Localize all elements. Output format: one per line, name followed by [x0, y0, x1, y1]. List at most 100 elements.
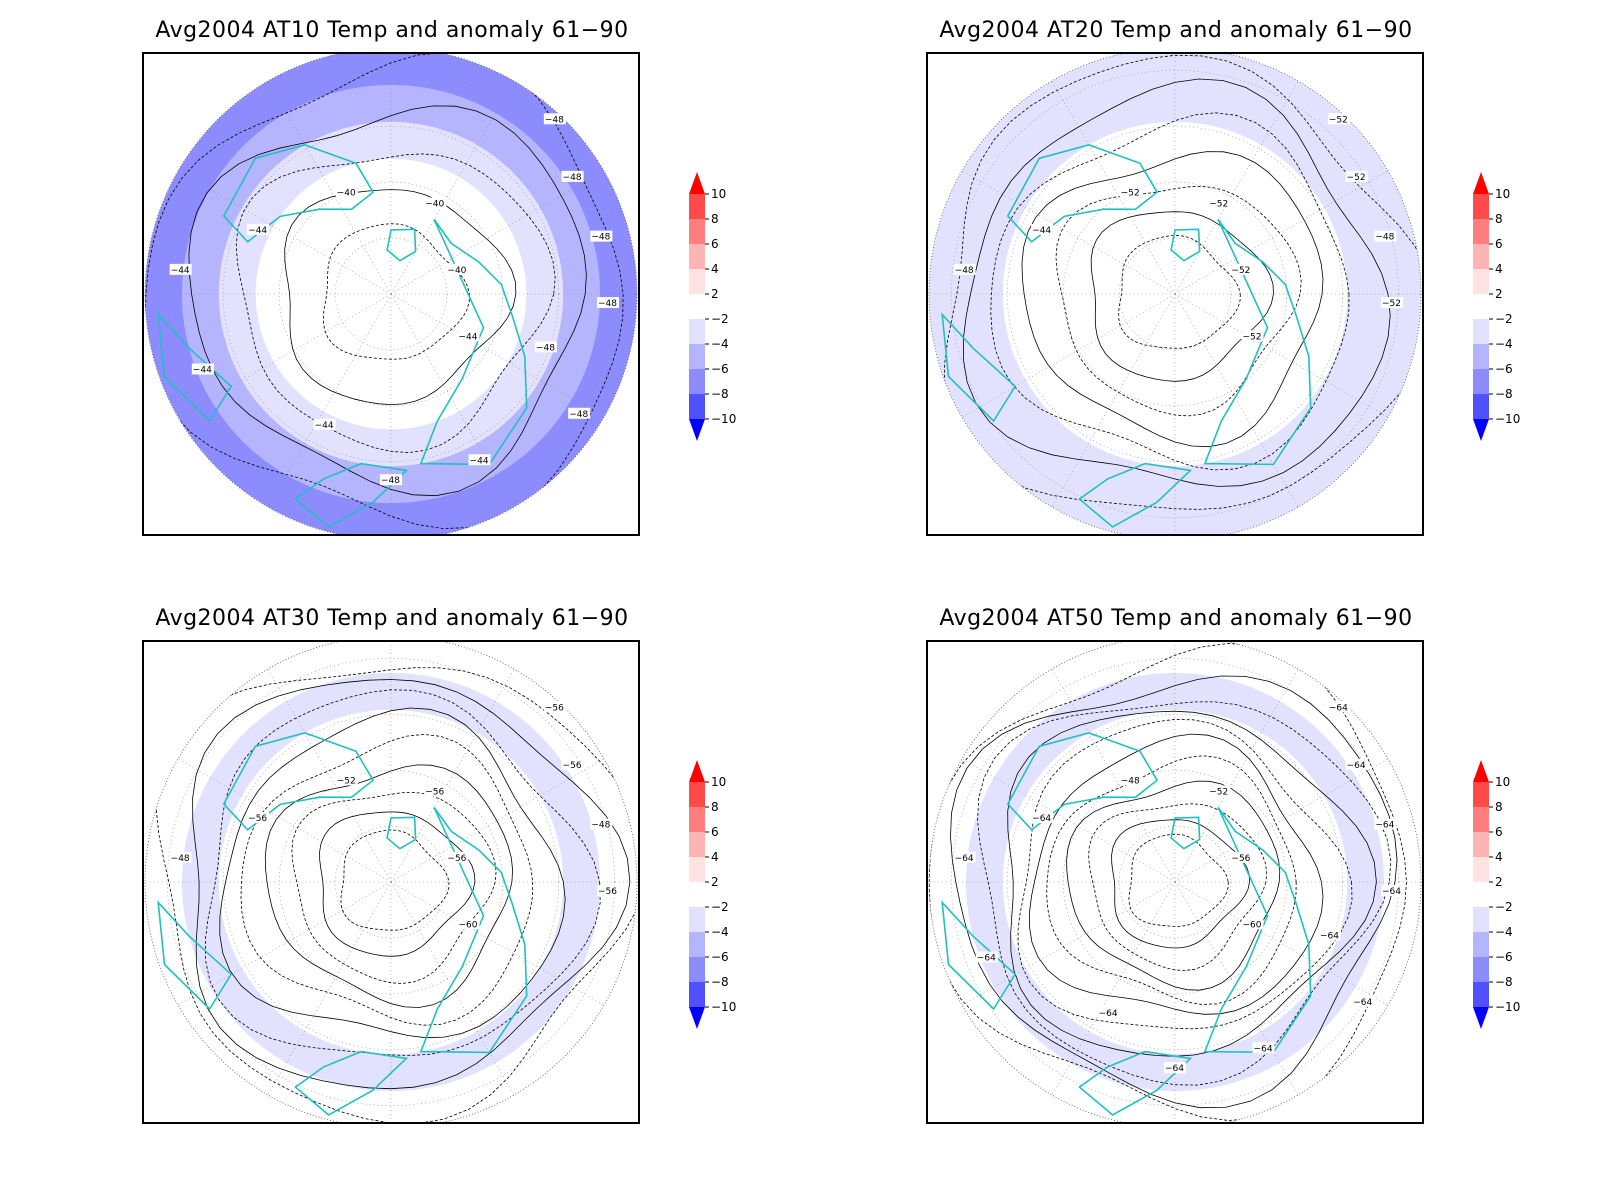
contour-label-bg — [596, 297, 619, 309]
contour-label-bg — [1230, 851, 1253, 863]
colorbar-swatch — [689, 244, 705, 269]
panel-title: Avg2004 AT20 Temp and anomaly 61−90 — [939, 18, 1413, 43]
colorbar-min-arrow — [1473, 1007, 1489, 1029]
contour-label: −60 — [458, 920, 477, 930]
contour-label-bg — [1352, 995, 1375, 1007]
longitude-gridline — [390, 881, 605, 1006]
contour-label: −64 — [1099, 1009, 1118, 1019]
colorbar-tick-label: 6 — [1495, 237, 1503, 251]
latitude-gridline — [1006, 125, 1344, 463]
longitude-gridline — [177, 293, 392, 418]
coastline — [1170, 816, 1201, 850]
contour-label: −56 — [563, 761, 582, 771]
temperature-contour — [319, 811, 476, 957]
colorbar-tick-label: 2 — [1495, 287, 1503, 301]
colorbar-swatch — [689, 394, 705, 419]
colorbar-min-arrow — [1473, 419, 1489, 441]
contour-label-bg — [953, 851, 976, 863]
latitude-gridline — [167, 70, 615, 518]
contour-label-bg — [1252, 1042, 1275, 1054]
contour-label: −48 — [1375, 233, 1394, 243]
colorbar-swatch — [689, 807, 705, 832]
colorbar-swatch — [1473, 294, 1489, 319]
colorbar-tick-label: −8 — [1495, 387, 1513, 401]
contour-label-bg — [380, 474, 402, 486]
coastline — [1006, 144, 1159, 243]
colorbar-tick-label: −6 — [711, 362, 729, 376]
contour-label-bg — [457, 330, 480, 342]
panel-at30: Avg2004 AT30 Temp and anomaly 61−90 −56 −… — [0, 588, 800, 1188]
longitude-gridline — [177, 758, 392, 883]
colorbar-tick-label: 4 — [1495, 850, 1503, 864]
contour-label: −56 — [1231, 854, 1250, 864]
latitude-gridline — [334, 825, 448, 939]
colorbar-tick-label: −4 — [711, 925, 729, 939]
temperature-contour — [990, 112, 1350, 471]
contour-label-bg — [457, 918, 480, 930]
colorbar: 10 8 6 4 2 −2 −4 −6 −8 −10 — [689, 760, 736, 1029]
contour-label: −48 — [536, 343, 555, 353]
panel-at50: Avg2004 AT50 Temp and anomaly 61−90 −64−… — [784, 588, 1584, 1188]
colorbar-tick-label: 10 — [711, 775, 726, 789]
colorbar-tick-label: 4 — [711, 262, 719, 276]
coastline — [419, 806, 528, 1054]
temperature-contour — [1090, 211, 1274, 382]
longitude-gridline — [390, 293, 515, 508]
map-boundary — [928, 642, 1422, 1122]
contour-label-bg — [335, 774, 358, 786]
colorbar-tick-label: 6 — [1495, 825, 1503, 839]
colorbar-swatch — [1473, 269, 1489, 294]
longitude-gridline — [390, 668, 515, 883]
contour-label: −64 — [1165, 1064, 1184, 1074]
contour-label: −44 — [248, 226, 267, 236]
colorbar-tick-label: −6 — [1495, 362, 1513, 376]
contour-label-bg — [1318, 929, 1341, 941]
panel-title: Avg2004 AT30 Temp and anomaly 61−90 — [155, 606, 629, 631]
colorbar-swatch — [1473, 244, 1489, 269]
colorbar-tick-label: −2 — [1495, 312, 1513, 326]
latitude-gridline — [222, 713, 560, 1051]
contour-label: −64 — [1329, 703, 1348, 713]
contour-label: −52 — [1209, 787, 1228, 797]
coastline — [386, 816, 417, 850]
polar-map-svg: −64 −64 −64 −64 −64 −64 −48 −52 −56 −60 −64 −64 −64 −… — [928, 642, 1422, 1122]
temperature-contour — [1029, 733, 1324, 1015]
colorbar-swatch — [1473, 882, 1489, 907]
contour-label-bg — [1164, 1062, 1186, 1074]
colorbar-swatch — [689, 344, 705, 369]
temperature-contour — [291, 791, 497, 984]
contour-label: −48 — [563, 173, 582, 183]
colorbar-tick-label: 8 — [711, 212, 719, 226]
colorbar-max-arrow — [689, 172, 705, 194]
colorbar-tick-label: −10 — [711, 412, 736, 426]
temperature-contour — [192, 679, 631, 1090]
contour-label: −40 — [337, 188, 356, 198]
colorbar-tick-label: −8 — [711, 387, 729, 401]
coastline — [1078, 1050, 1193, 1116]
contour-label: −64 — [977, 953, 996, 963]
contour-label: −56 — [447, 854, 466, 864]
latitude-gridline — [1118, 237, 1232, 351]
longitude-gridline — [1051, 668, 1176, 883]
contour-label-bg — [247, 812, 270, 824]
panel-at10: Avg2004 AT10 Temp and anomaly 61−90 −48−… — [0, 0, 800, 600]
colorbar-tick-label: −4 — [711, 337, 729, 351]
contour-label-bg — [543, 113, 566, 125]
colorbar-max-arrow — [689, 760, 705, 782]
temperature-contour — [219, 707, 566, 1039]
coastline — [157, 900, 233, 1011]
contour-label-bg — [1374, 818, 1397, 830]
colorbar-max-arrow — [1473, 760, 1489, 782]
contour-label: −48 — [1121, 776, 1140, 786]
contour-label: −40 — [425, 199, 444, 209]
colorbar-swatch — [1473, 369, 1489, 394]
longitude-gridline — [267, 881, 392, 1096]
contour-label: −52 — [1329, 115, 1348, 125]
contour-label-bg — [1119, 774, 1142, 786]
colorbar-swatch — [1473, 319, 1489, 344]
temperature-contour — [240, 733, 534, 1026]
contour-label-bg — [1345, 170, 1368, 182]
contour-label: −64 — [1032, 814, 1051, 824]
contour-label-bg — [534, 341, 557, 353]
longitude-gridline — [1051, 293, 1176, 508]
